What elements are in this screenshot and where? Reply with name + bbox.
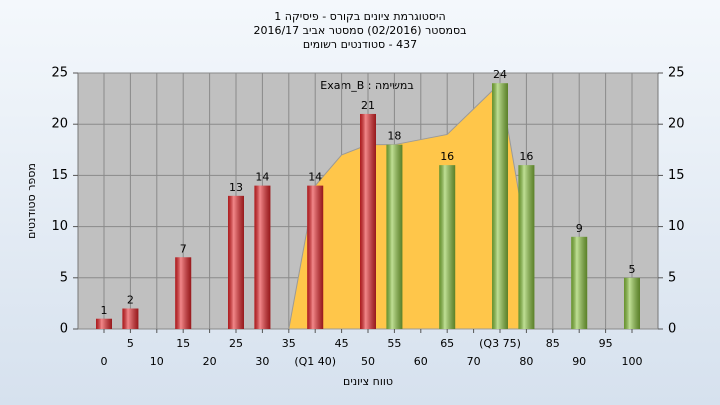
y2-tick-label: 25 — [668, 66, 685, 81]
bar-shine — [307, 185, 324, 329]
value-label: 7 — [180, 242, 187, 255]
bar-shine — [228, 195, 244, 329]
y-tick-label: 20 — [51, 117, 68, 132]
value-label: 1 — [101, 304, 108, 317]
value-label: 5 — [629, 263, 636, 276]
y2-tick-label: 10 — [668, 219, 685, 234]
value-label: 2 — [127, 294, 134, 307]
bar-shine — [439, 165, 456, 329]
y2-tick-label: 5 — [668, 270, 676, 285]
x-tick-label: 15 — [176, 337, 190, 350]
x-axis-label: טווח ציונים — [343, 375, 393, 388]
x-tick-label: 90 — [572, 355, 586, 368]
x-tick-label: 100 — [622, 355, 643, 368]
y2-tick-label: 15 — [668, 168, 685, 183]
value-label: 24 — [493, 68, 507, 81]
x-tick-label: 35 — [282, 337, 296, 350]
x-tick-label: 25 — [229, 337, 243, 350]
y-tick-label: 5 — [60, 270, 68, 285]
bar-shine — [360, 113, 376, 330]
x-tick-label: 95 — [599, 337, 613, 350]
chart-subtitle: 437 - סטודנטים רשומים — [303, 38, 417, 51]
bar-shine — [624, 277, 640, 329]
bar-shine — [386, 144, 403, 329]
x-tick-label: 50 — [361, 355, 375, 368]
x-tick-label: (Q1 40) — [294, 355, 336, 368]
x-tick-label: 0 — [101, 355, 108, 368]
y-tick-label: 15 — [51, 168, 68, 183]
y-axis-label: מספר סטודנטים — [25, 163, 38, 239]
value-label: 16 — [440, 150, 454, 163]
y-tick-label: 25 — [51, 66, 68, 81]
bar-shine — [254, 185, 271, 329]
x-tick-label: (Q3 75) — [479, 337, 521, 350]
chart-title: היסטוגרמת ציונים בקורס - פיסיקה 1 — [274, 10, 445, 23]
value-label: 21 — [361, 99, 375, 112]
bar-shine — [96, 318, 112, 329]
annotation: במשימה : Exam_B — [320, 79, 413, 92]
chart-subtitle: בסמסטר (02/2016) סמסטר אביב 2016/17 — [253, 24, 466, 37]
value-label: 16 — [519, 150, 533, 163]
bar-shine — [492, 83, 508, 330]
x-tick-label: 80 — [519, 355, 533, 368]
y-tick-label: 0 — [60, 322, 68, 337]
x-tick-label: 5 — [127, 337, 134, 350]
y2-tick-label: 20 — [668, 117, 685, 132]
x-tick-label: 65 — [440, 337, 454, 350]
bar-shine — [122, 308, 139, 329]
value-label: 14 — [308, 171, 322, 184]
x-tick-label: 20 — [203, 355, 217, 368]
bar-shine — [175, 257, 192, 329]
x-tick-label: 55 — [387, 337, 401, 350]
x-tick-label: 30 — [255, 355, 269, 368]
bar-shine — [571, 236, 588, 329]
x-tick-label: 45 — [335, 337, 349, 350]
y2-tick-label: 0 — [668, 322, 676, 337]
value-label: 9 — [576, 222, 583, 235]
x-tick-label: 10 — [150, 355, 164, 368]
value-label: 13 — [229, 181, 243, 194]
bar-shine — [518, 165, 535, 329]
x-tick-label: 85 — [546, 337, 560, 350]
x-tick-label: 60 — [414, 355, 428, 368]
value-label: 14 — [255, 171, 269, 184]
y-tick-label: 10 — [51, 219, 68, 234]
x-tick-label: 70 — [467, 355, 481, 368]
value-label: 18 — [387, 130, 401, 143]
